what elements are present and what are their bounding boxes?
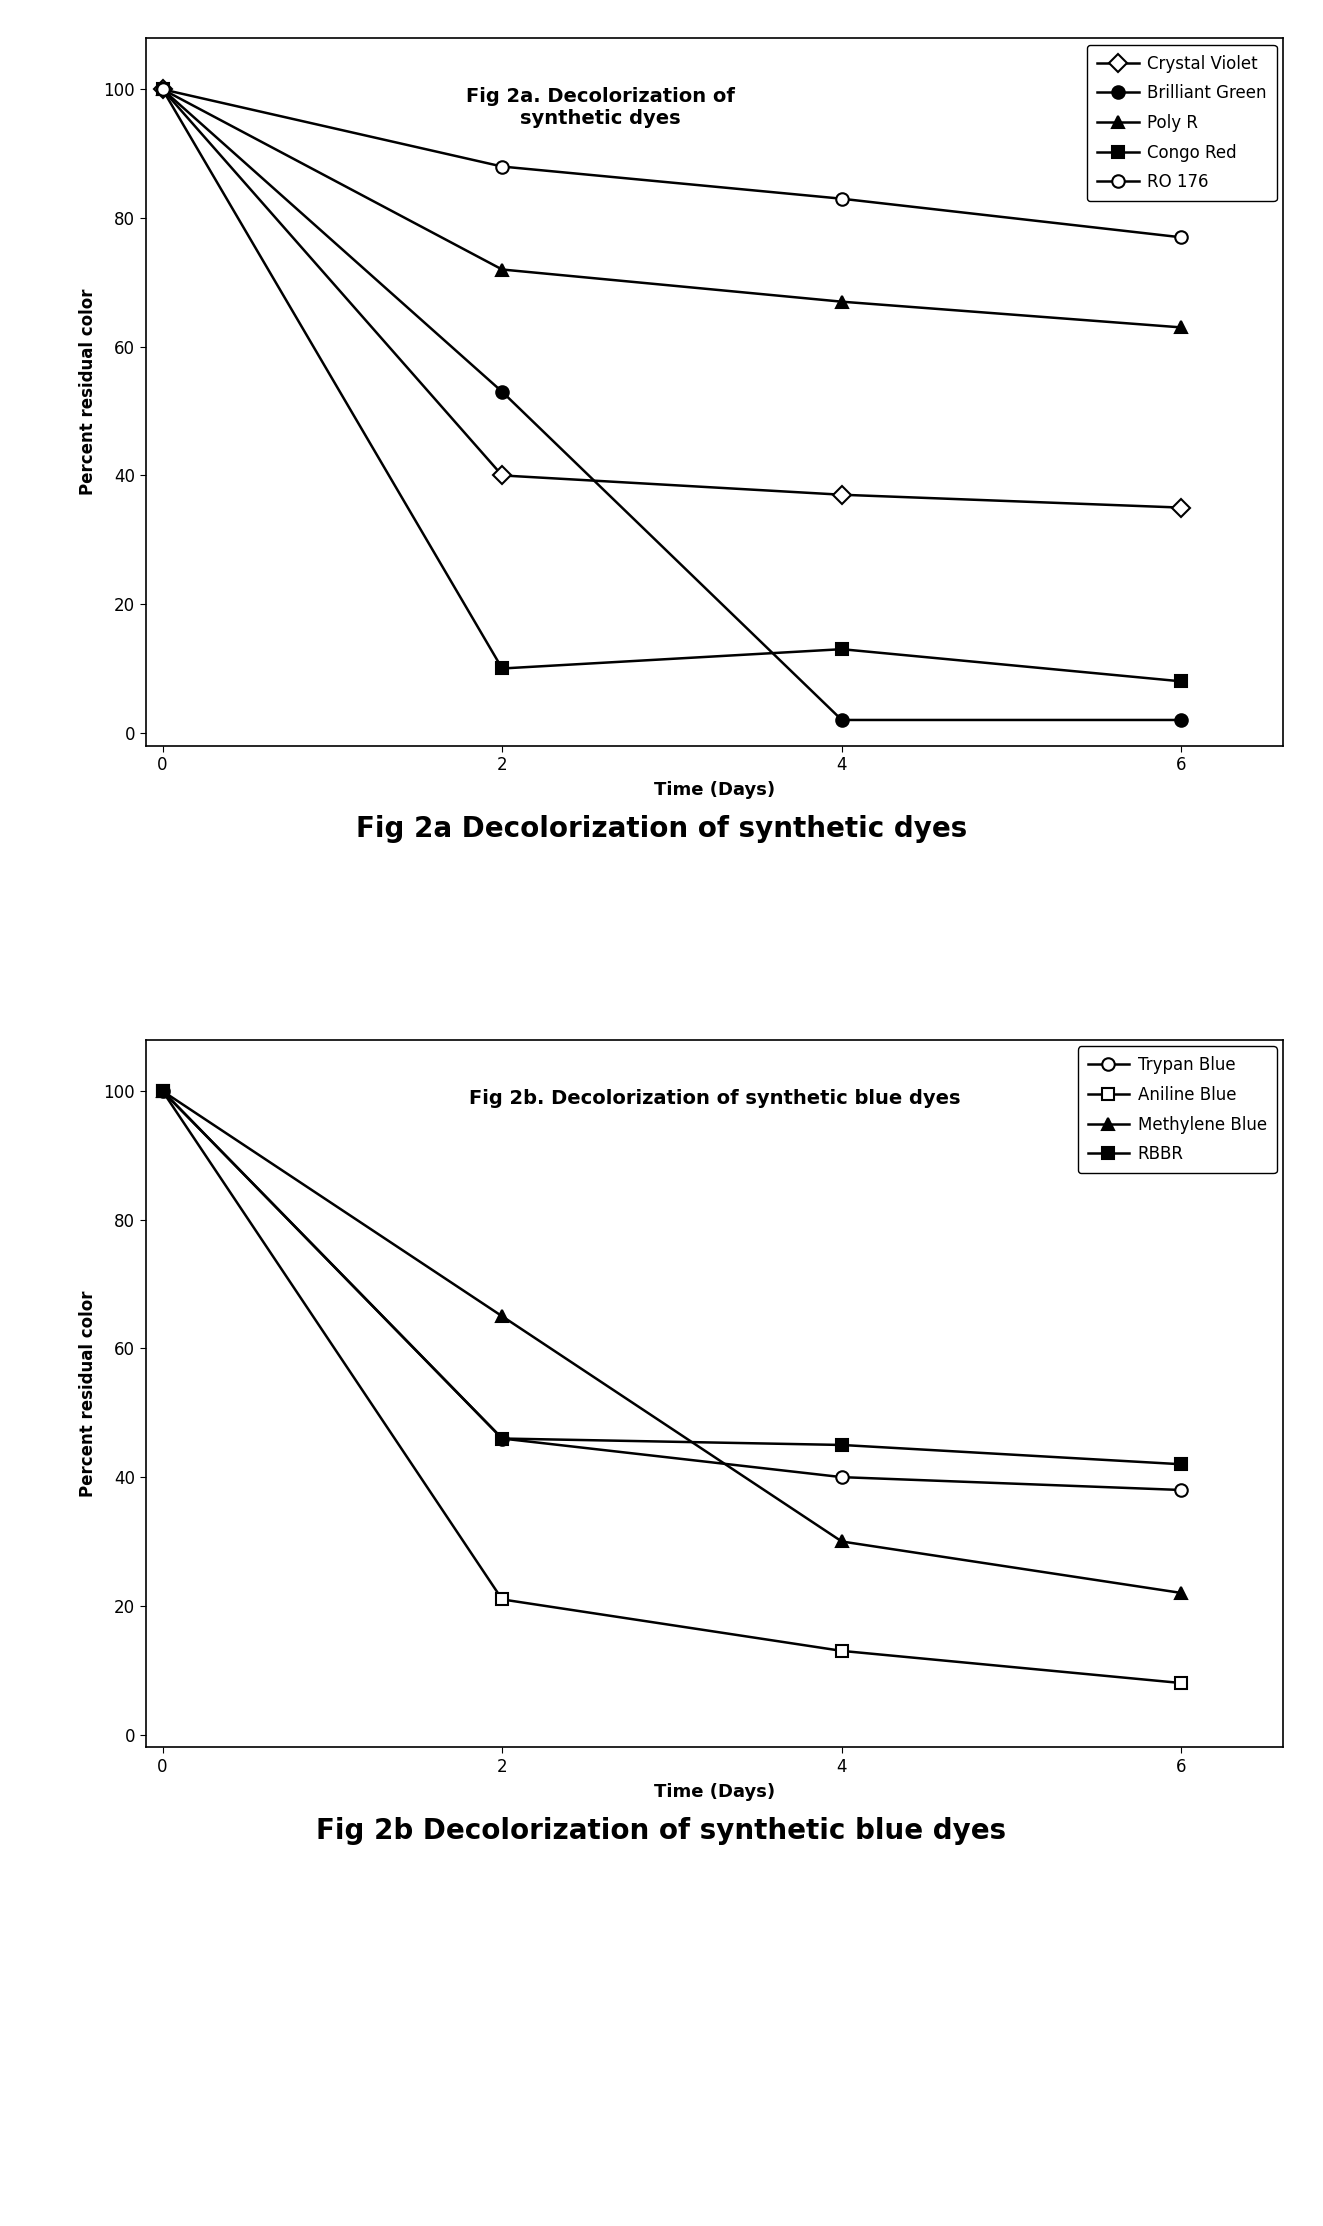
Methylene Blue: [155, 1077, 171, 1104]
Y-axis label: Percent residual color: Percent residual color: [78, 289, 97, 494]
RBBR: [1174, 1451, 1189, 1478]
Congo Red: [155, 76, 171, 102]
Crystal Violet: [833, 481, 849, 508]
Poly R: [495, 256, 511, 283]
Y-axis label: Percent residual color: Percent residual color: [78, 1291, 97, 1496]
Brilliant Green: [495, 378, 511, 405]
Congo Red: [833, 637, 849, 663]
RBBR: [833, 1431, 849, 1458]
Line: Aniline Blue: Aniline Blue: [156, 1084, 1188, 1690]
Text: Fig 2a. Decolorization of
synthetic dyes: Fig 2a. Decolorization of synthetic dyes: [466, 87, 736, 129]
Trypan Blue: [1174, 1476, 1189, 1503]
Poly R: [833, 289, 849, 316]
Legend: Crystal Violet, Brilliant Green, Poly R, Congo Red, RO 176: Crystal Violet, Brilliant Green, Poly R,…: [1088, 45, 1277, 200]
Line: Congo Red: Congo Red: [156, 82, 1188, 688]
Aniline Blue: [833, 1638, 849, 1665]
Crystal Violet: [155, 76, 171, 102]
Line: RBBR: RBBR: [156, 1084, 1188, 1471]
Line: Brilliant Green: Brilliant Green: [156, 82, 1188, 726]
RBBR: [495, 1425, 511, 1451]
Line: Crystal Violet: Crystal Violet: [156, 82, 1188, 514]
Line: RO 176: RO 176: [156, 82, 1188, 243]
X-axis label: Time (Days): Time (Days): [654, 781, 775, 799]
Poly R: [155, 76, 171, 102]
Trypan Blue: [833, 1465, 849, 1491]
Aniline Blue: [155, 1077, 171, 1104]
Congo Red: [1174, 668, 1189, 695]
Methylene Blue: [833, 1527, 849, 1554]
RO 176: [155, 76, 171, 102]
Line: Methylene Blue: Methylene Blue: [156, 1084, 1188, 1598]
Methylene Blue: [1174, 1580, 1189, 1607]
Brilliant Green: [1174, 706, 1189, 732]
Line: Trypan Blue: Trypan Blue: [156, 1084, 1188, 1496]
RO 176: [833, 185, 849, 211]
Trypan Blue: [155, 1077, 171, 1104]
Brilliant Green: [155, 76, 171, 102]
RO 176: [495, 154, 511, 180]
Text: Fig 2a Decolorization of synthetic dyes: Fig 2a Decolorization of synthetic dyes: [356, 815, 967, 844]
Crystal Violet: [495, 463, 511, 490]
Trypan Blue: [495, 1425, 511, 1451]
RBBR: [155, 1077, 171, 1104]
X-axis label: Time (Days): Time (Days): [654, 1783, 775, 1801]
Brilliant Green: [833, 706, 849, 732]
Aniline Blue: [495, 1587, 511, 1614]
RO 176: [1174, 225, 1189, 252]
Text: Fig 2b Decolorization of synthetic blue dyes: Fig 2b Decolorization of synthetic blue …: [316, 1816, 1007, 1845]
Congo Red: [495, 654, 511, 681]
Crystal Violet: [1174, 494, 1189, 521]
Methylene Blue: [495, 1302, 511, 1329]
Line: Poly R: Poly R: [156, 82, 1188, 334]
Legend: Trypan Blue, Aniline Blue, Methylene Blue, RBBR: Trypan Blue, Aniline Blue, Methylene Blu…: [1077, 1046, 1277, 1173]
Poly R: [1174, 314, 1189, 341]
Aniline Blue: [1174, 1670, 1189, 1696]
Text: Fig 2b. Decolorization of synthetic blue dyes: Fig 2b. Decolorization of synthetic blue…: [468, 1089, 960, 1109]
